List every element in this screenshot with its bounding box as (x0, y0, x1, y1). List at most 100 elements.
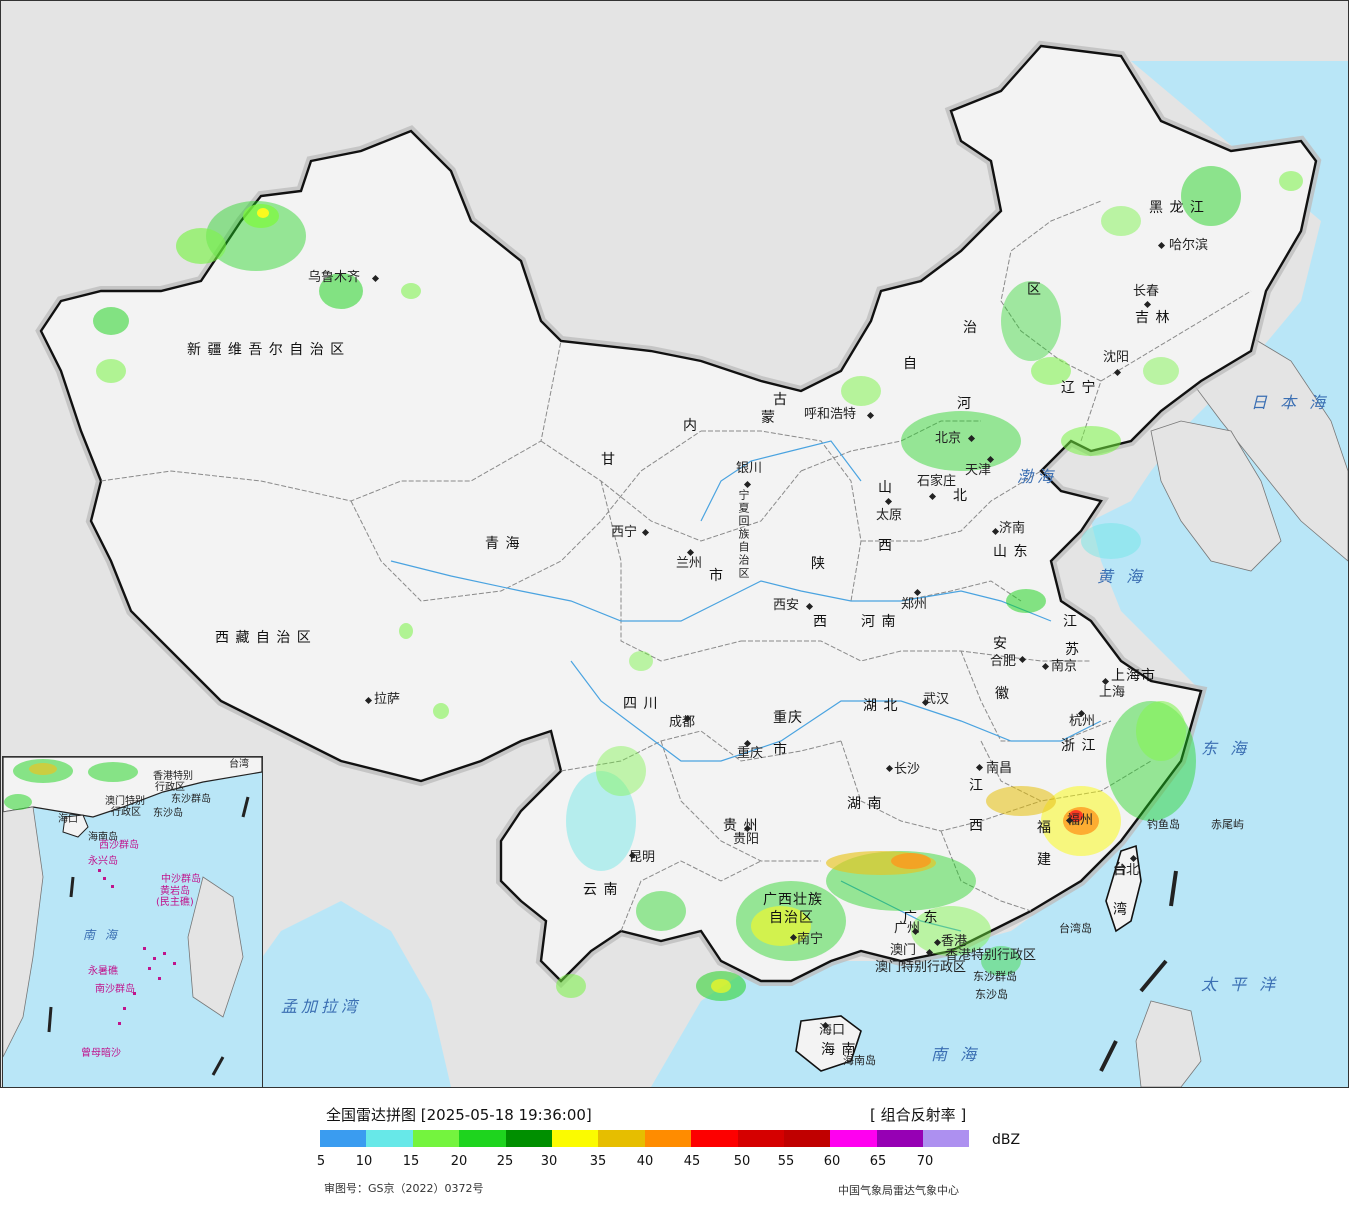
province-label: 重庆 (773, 710, 803, 726)
inset-dashes (47, 796, 250, 1076)
province-label: 甘 (601, 452, 616, 468)
province-label: 江 (1063, 614, 1078, 630)
city-label: 武汉 (923, 692, 950, 707)
province-label: 浙 江 (1061, 738, 1097, 754)
city-label: 合肥 (990, 654, 1017, 669)
inset-label: 黄岩岛 (160, 886, 190, 897)
china-land (39, 44, 1318, 983)
city-label: 石家庄 (917, 474, 957, 489)
geo-feature-label: 南 海 (931, 1045, 981, 1064)
province-label: 上海市 (1111, 668, 1156, 684)
geo-feature-label: 东沙岛 (975, 988, 1008, 1001)
legend-tick-label: 15 (402, 1154, 420, 1169)
product-name: [ 组合反射率 ] (870, 1106, 967, 1124)
province-label: 市 (709, 568, 724, 584)
geo-feature-label: 日 本 海 (1251, 393, 1330, 412)
province-label: 新 疆 维 吾 尔 自 治 区 (187, 342, 346, 358)
inset-label: 曾母暗沙 (81, 1048, 121, 1059)
inset-canvas (3, 757, 262, 1076)
province-label: 山 东 (993, 544, 1029, 560)
legend-tick-label: 20 (450, 1154, 468, 1169)
ocean-bay (231, 901, 451, 1087)
legend-tick-label: 55 (777, 1154, 795, 1169)
radar-echoes (93, 166, 1303, 1001)
province-label: 四 川 (623, 696, 659, 712)
city-label: 西宁 (611, 525, 638, 540)
unit-label: dBZ (992, 1132, 1021, 1148)
city-label: 哈尔滨 (1169, 238, 1209, 253)
inset-label: 澳门特别 (105, 796, 145, 807)
province-label: 台 (1113, 862, 1128, 878)
province-label: 古 (773, 392, 788, 408)
radar-map: 新 疆 维 吾 尔 自 治 区西 藏 自 治 区青 海甘内蒙古自治区黑 龙 江吉… (0, 0, 1349, 1088)
legend-tick-label: 60 (823, 1154, 841, 1169)
province-label: 自 (903, 356, 918, 372)
inset-label: 南 海 (83, 928, 120, 942)
inset-label: 海南岛 (88, 832, 118, 843)
legend-swatch (737, 1130, 784, 1147)
city-label: 长沙 (894, 762, 921, 777)
province-label: 江 (969, 778, 984, 794)
province-label: 湾 (1113, 902, 1128, 918)
province-label: 西 (878, 538, 893, 554)
korea-land (1150, 420, 1282, 572)
legend-tick-label: 70 (916, 1154, 934, 1169)
province-label: 西 藏 自 治 区 (215, 630, 312, 646)
legend-title: 全国雷达拼图 [2025-05-18 19:36:00] (326, 1106, 592, 1124)
city-label: 海口 (819, 1023, 846, 1038)
province-label: 西 (969, 818, 984, 834)
hainan-island (795, 1015, 862, 1072)
color-scale-bar (320, 1130, 970, 1147)
province-label: 黑 龙 江 (1149, 200, 1205, 216)
inset-label: 海口 (58, 814, 78, 825)
province-label: 西 (813, 614, 828, 630)
legend-swatch (830, 1130, 877, 1147)
province-label: 湖 南 (847, 796, 883, 812)
city-label: 沈阳 (1103, 350, 1130, 365)
legend-swatch (876, 1130, 924, 1147)
city-label: 西安 (773, 598, 800, 613)
city-label: 广州 (894, 921, 921, 936)
province-label: 云 南 (583, 882, 619, 898)
city-label: 南昌 (986, 761, 1013, 776)
province-label: 治 (963, 320, 978, 336)
inset-label: 永兴岛 (88, 856, 118, 867)
geo-feature-label: 东 海 (1201, 739, 1251, 758)
approval-number: 审图号：GS京（2022）0372号 (324, 1182, 484, 1195)
inset-label: 台湾 (229, 759, 249, 770)
city-label: 济南 (999, 521, 1026, 536)
province-label: 澳门特别行政区 (875, 960, 967, 975)
legend-tick-label: 45 (683, 1154, 701, 1169)
geo-feature-label: 东沙群岛 (973, 970, 1017, 983)
inset-label: 香港特别 (153, 771, 193, 782)
province-label: 山 (878, 480, 893, 496)
city-label: 上海 (1099, 685, 1126, 700)
province-label: 青 海 (485, 536, 521, 552)
province-label: 内 (683, 418, 698, 434)
inset-islets (98, 869, 176, 1025)
city-label: 杭州 (1069, 714, 1096, 729)
province-label: 建 (1037, 852, 1052, 868)
province-label: 宁夏回族自治区 (737, 489, 750, 580)
province-label: 湖 北 (863, 698, 899, 714)
legend-swatch (644, 1130, 692, 1147)
producer-name: 中国气象局雷达气象中心 (838, 1184, 959, 1197)
legend-swatch (505, 1130, 552, 1147)
city-label: 郑州 (901, 597, 928, 612)
legend-swatch (459, 1130, 506, 1147)
province-label: 区 (1027, 282, 1042, 298)
province-label: 河 南 (861, 614, 897, 630)
geo-feature-label: 孟加拉湾 (281, 997, 362, 1016)
province-label: 福 (1037, 820, 1052, 836)
legend-swatch (366, 1130, 413, 1147)
city-label: 兰州 (676, 556, 703, 571)
legend-swatch (320, 1130, 367, 1147)
province-label: 北 (953, 488, 968, 504)
province-label: 海 南 (821, 1042, 857, 1058)
city-label: 南京 (1051, 659, 1078, 674)
legend-tick-label: 40 (636, 1154, 654, 1169)
inset-label: 永暑礁 (88, 966, 118, 977)
geo-feature-label: 渤海 (1017, 467, 1058, 486)
legend-tick-label: 10 (355, 1154, 373, 1169)
legend-tick-label: 65 (869, 1154, 887, 1169)
